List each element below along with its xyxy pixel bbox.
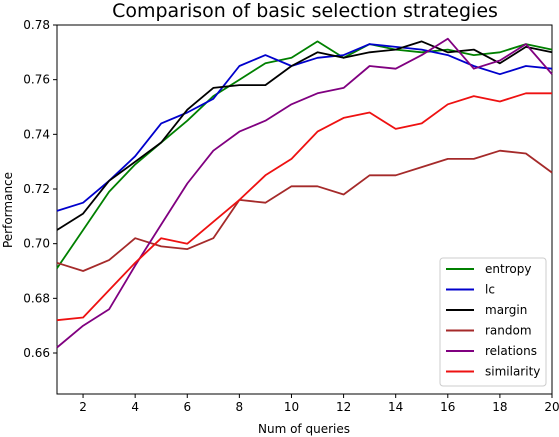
legend-label-relations: relations: [485, 344, 537, 358]
series-line-random: [56, 149, 553, 272]
y-tick-label: 0.70: [23, 237, 50, 251]
series-lines: [56, 37, 553, 349]
x-tick-label: 10: [284, 400, 299, 414]
series-line-similarity: [56, 92, 552, 322]
y-tick-label: 0.74: [23, 127, 50, 141]
x-tick-label: 8: [236, 400, 244, 414]
x-tick-label: 14: [388, 400, 403, 414]
legend-label-random: random: [485, 324, 532, 338]
legend: entropy lc margin random relations similarity: [439, 257, 547, 387]
x-tick-label: 6: [183, 400, 191, 414]
x-tick-label: 20: [544, 400, 559, 414]
y-axis-ticks: 0.66 0.68 0.70 0.72 0.74 0.76 0.78: [23, 18, 57, 360]
series-line-margin: [56, 40, 553, 231]
y-axis-label: Performance: [1, 172, 15, 248]
legend-label-margin: margin: [485, 303, 527, 317]
legend-label-entropy: entropy: [485, 262, 531, 276]
y-tick-label: 0.72: [23, 182, 50, 196]
y-tick-label: 0.78: [23, 18, 50, 32]
x-axis-label: Num of queries: [258, 422, 350, 436]
x-axis-ticks: 2 4 6 8 10 12 14 16 18 20: [79, 394, 559, 414]
series-line-entropy: [56, 40, 553, 269]
y-tick-label: 0.68: [23, 291, 50, 305]
y-tick-label: 0.76: [23, 73, 50, 87]
x-tick-label: 2: [79, 400, 87, 414]
x-tick-label: 12: [336, 400, 351, 414]
x-tick-label: 18: [492, 400, 507, 414]
x-tick-label: 16: [440, 400, 455, 414]
y-tick-label: 0.66: [23, 346, 50, 360]
legend-label-lc: lc: [485, 283, 495, 297]
chart-title: Comparison of basic selection strategies: [112, 0, 498, 22]
x-tick-label: 4: [131, 400, 139, 414]
legend-label-similarity: similarity: [485, 365, 540, 379]
